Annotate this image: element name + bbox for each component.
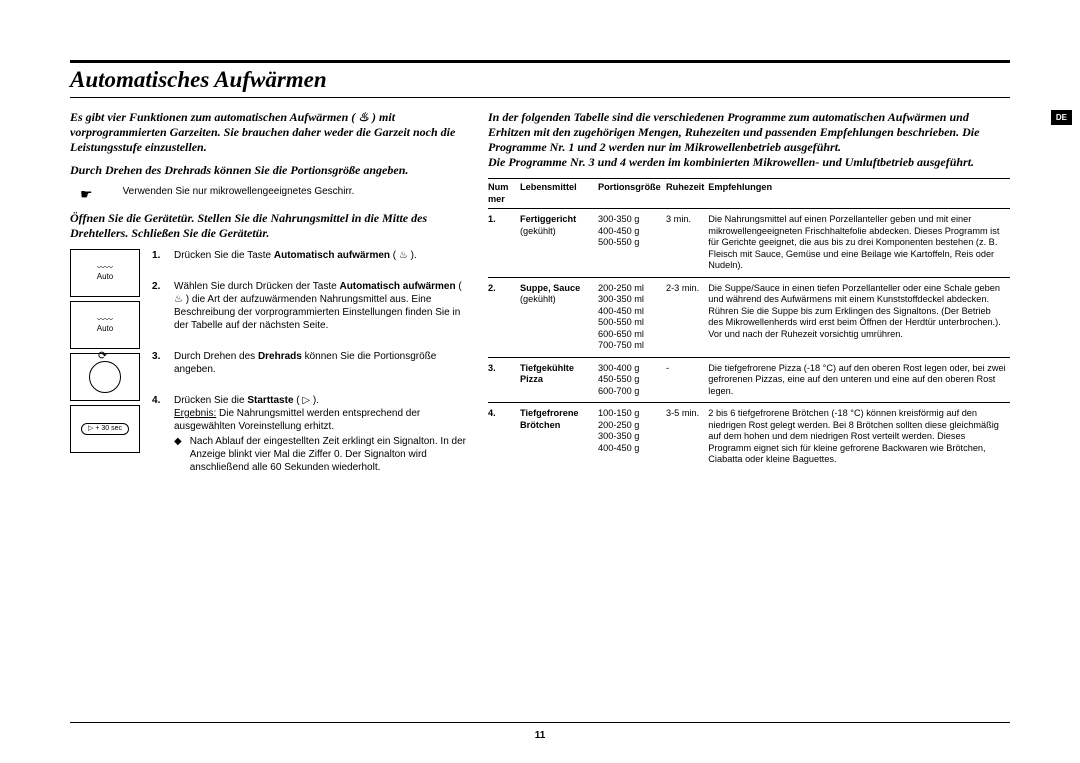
- intro-1: Es gibt vier Funktionen zum automatische…: [70, 110, 470, 155]
- step-2: Wählen Sie durch Drücken der Taste Autom…: [152, 280, 470, 332]
- table-row: 4.Tiefgefrorene Brötchen100-150 g 200-25…: [488, 403, 1010, 471]
- auto-icon: 〰〰Auto: [70, 249, 140, 297]
- language-tab: DE: [1051, 110, 1072, 125]
- intro-3: Öffnen Sie die Gerätetür. Stellen Sie di…: [70, 211, 470, 241]
- steps-list: Drücken Sie die Taste Automatisch aufwär…: [152, 249, 470, 492]
- th-portion: Portionsgröße: [598, 179, 666, 209]
- step-4-sub: Nach Ablauf der eingestellten Zeit erkli…: [190, 435, 470, 474]
- note-line: ☛ Verwenden Sie nur mikrowellengeeignete…: [70, 186, 470, 203]
- table-row: 1.Fertiggericht(gekühlt)300-350 g 400-45…: [488, 209, 1010, 278]
- note-text: Verwenden Sie nur mikrowellengeeignetes …: [123, 186, 355, 197]
- left-column: Es gibt vier Funktionen zum automatische…: [70, 110, 470, 492]
- th-food: Lebensmittel: [520, 179, 598, 209]
- dial-icon: [70, 353, 140, 401]
- right-intro: In der folgenden Tabelle sind die versch…: [488, 110, 1010, 170]
- step-4: Drücken Sie die Starttaste ( ▷ ). Ergebn…: [152, 394, 470, 474]
- step-3: Durch Drehen des Drehrads können Sie die…: [152, 350, 470, 376]
- right-column: DE In der folgenden Tabelle sind die ver…: [488, 110, 1010, 492]
- step-icons: 〰〰Auto 〰〰Auto ▷ + 30 sec: [70, 249, 140, 453]
- table-row: 2.Suppe, Sauce(gekühlt)200-250 ml 300-35…: [488, 277, 1010, 357]
- table-row: 3.Tiefgekühlte Pizza300-400 g 450-550 g …: [488, 357, 1010, 403]
- program-table: Num mer Lebensmittel Portionsgröße Ruhez…: [488, 178, 1010, 471]
- th-rec: Empfehlungen: [708, 179, 1010, 209]
- th-rest: Ruhezeit: [666, 179, 708, 209]
- sub-arrow-icon: ◆: [174, 435, 182, 474]
- start-icon: ▷ + 30 sec: [70, 405, 140, 453]
- pointer-icon: ☛: [80, 186, 93, 203]
- step-1: Drücken Sie die Taste Automatisch aufwär…: [152, 249, 470, 262]
- intro-2: Durch Drehen des Drehrads können Sie die…: [70, 163, 470, 178]
- page-title: Automatisches Aufwärmen: [70, 65, 1010, 98]
- auto-icon: 〰〰Auto: [70, 301, 140, 349]
- th-num: Num mer: [488, 179, 520, 209]
- page-number: 11: [0, 730, 1080, 741]
